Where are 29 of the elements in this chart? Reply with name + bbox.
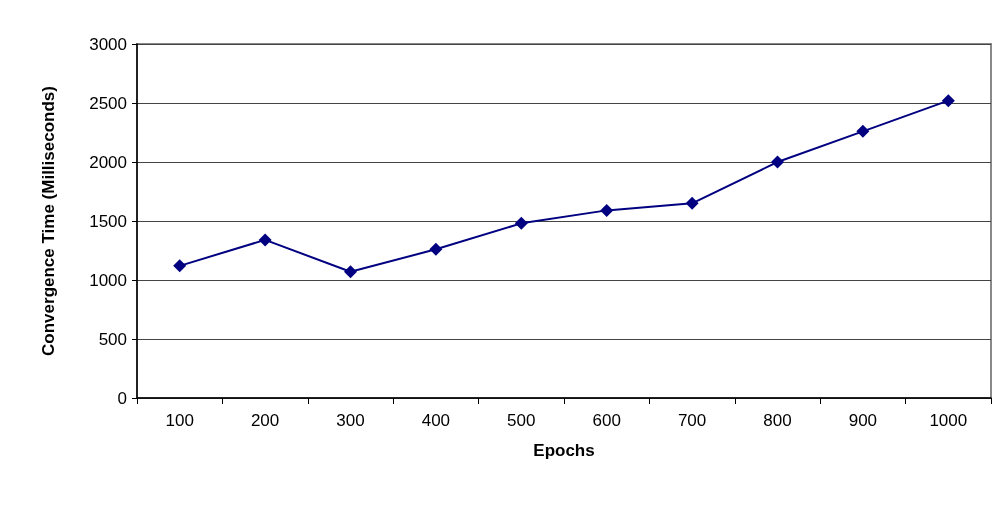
y-tick-label: 3000 xyxy=(89,34,127,54)
y-tick-label: 2500 xyxy=(89,93,127,113)
x-tick-label: 700 xyxy=(677,411,707,430)
y-tick-label: 500 xyxy=(98,329,127,349)
point xyxy=(514,216,528,230)
point xyxy=(173,259,187,273)
x-tick-label: 600 xyxy=(592,411,621,430)
y-tick-label: 1500 xyxy=(89,211,127,231)
x-tick-label: 800 xyxy=(763,411,792,430)
point xyxy=(429,242,443,256)
point xyxy=(344,265,357,279)
y-axis-title: Convergence Time (Milliseconds) xyxy=(39,86,58,356)
x-tick-label: 200 xyxy=(250,411,280,430)
x-tick-label: 300 xyxy=(336,411,365,430)
point xyxy=(941,94,955,108)
point xyxy=(258,233,272,247)
y-tick-label: 2000 xyxy=(89,152,127,172)
x-tick-label: 400 xyxy=(421,411,451,430)
x-tick-label: 500 xyxy=(507,411,536,430)
point xyxy=(685,196,699,210)
x-tick-label: 900 xyxy=(848,411,878,430)
y-tick-label: 1000 xyxy=(89,270,127,290)
x-tick-label: 1000 xyxy=(929,411,968,430)
x-tick-label: 100 xyxy=(165,411,194,430)
x-axis-title: Epochs xyxy=(533,441,595,460)
y-tick-label: 0 xyxy=(117,388,127,408)
point xyxy=(600,203,614,217)
point xyxy=(856,124,870,138)
point xyxy=(771,155,784,169)
